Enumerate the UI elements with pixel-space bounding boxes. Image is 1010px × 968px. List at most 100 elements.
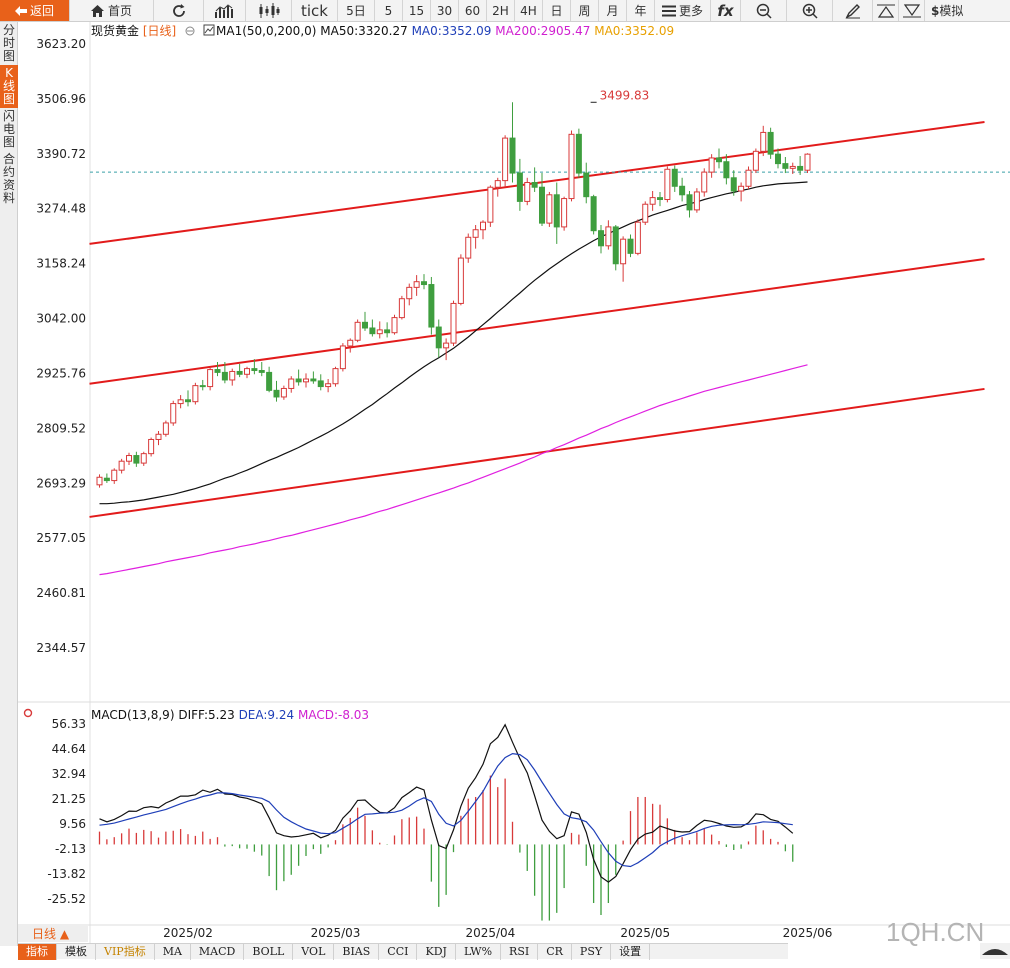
candle-body-up <box>443 342 450 349</box>
candle-body-up <box>288 378 295 389</box>
candle-body-down <box>317 380 324 388</box>
candle-body-down <box>590 196 597 232</box>
macd-diff-line <box>99 723 794 883</box>
candle-body-up <box>634 221 641 254</box>
price-tick-label: 3506.96 <box>36 92 86 106</box>
candle-body-down <box>598 230 604 247</box>
candle-body-up <box>745 169 752 187</box>
period-day-button[interactable]: 日 <box>543 0 571 21</box>
candle-body-up <box>649 197 656 205</box>
candle-body-down <box>730 177 737 192</box>
macd-tick-label: 21.25 <box>52 792 86 806</box>
macd-legend-part: DEA:9.24 <box>239 708 298 722</box>
simulate-button[interactable]: $ 模拟 <box>925 0 965 21</box>
home-button[interactable]: 首页 <box>70 0 154 21</box>
candle-body-down <box>310 378 317 382</box>
candle-body-up <box>140 453 147 464</box>
period-4h-button[interactable]: 4H <box>515 0 543 21</box>
shift-up-button[interactable] <box>873 0 899 21</box>
left-tab-2[interactable]: 闪电图 <box>2 109 15 149</box>
indicator-tabs: 指标 模板 VIP指标 MA MACD BOLL VOL BIAS CCI KDJ LW% RSI CR… <box>18 943 788 960</box>
candle-body-down <box>679 185 686 196</box>
period-5m-button[interactable]: 5 <box>375 0 403 21</box>
left-tab-0[interactable]: 分时图 <box>2 23 15 63</box>
indicator-tab-bias-7[interactable]: BIAS <box>334 943 380 960</box>
period-15m-button[interactable]: 15 <box>403 0 431 21</box>
menu-icon <box>661 5 676 16</box>
period-60m-button[interactable]: 60 <box>459 0 487 21</box>
zoom-out-button[interactable] <box>741 0 787 21</box>
ktype-button[interactable]: 日线 ▲ <box>32 927 70 941</box>
legend-toggle-icon <box>185 26 195 36</box>
candle-body-down <box>575 133 582 174</box>
draw-line-button[interactable] <box>833 0 873 21</box>
kline-chart[interactable]: 3623.20 3506.96 3390.72 3274.48 3158.24 3042.… <box>18 22 1010 943</box>
legend-value: MA0:3352.09 <box>594 24 674 38</box>
period-year-button[interactable]: 年 <box>627 0 655 21</box>
candle-body-up <box>177 399 184 405</box>
indicator-tab--0[interactable]: 指标 <box>18 943 57 960</box>
candle-body-up <box>280 387 287 398</box>
refresh-button[interactable] <box>154 0 204 21</box>
macd-tick-label: 9.56 <box>59 817 86 831</box>
candle-body-up <box>738 185 745 192</box>
macd-legend-part: DIFF:5.23 <box>178 708 238 722</box>
back-button[interactable]: 返回 <box>0 0 70 21</box>
candle-body-down <box>295 378 302 383</box>
candle-body-up <box>568 133 575 200</box>
indicator-tab-ma-3[interactable]: MA <box>155 943 191 960</box>
shift-down-button[interactable] <box>899 0 925 21</box>
indicator-tab-kdj-9[interactable]: KDJ <box>417 943 456 960</box>
ma200-line <box>99 364 808 576</box>
period-30m-button[interactable]: 30 <box>431 0 459 21</box>
date-tick-label: 2025/06 <box>783 926 833 940</box>
indicator-tab--14[interactable]: 设置 <box>611 943 651 960</box>
indicator-settings-icon-line <box>204 26 214 34</box>
indicator-tab-boll-5[interactable]: BOLL <box>244 943 294 960</box>
candle-body-up <box>347 339 354 347</box>
candle-body-down <box>273 389 280 398</box>
price-tick-label: 3390.72 <box>36 147 86 161</box>
candle-body-down <box>258 370 265 373</box>
candle-body-down <box>531 182 538 188</box>
zoom-in-icon <box>802 3 818 19</box>
candle-chart-button[interactable] <box>246 0 292 21</box>
candle-body-up <box>170 403 177 424</box>
indicator-tab-rsi-11[interactable]: RSI <box>501 943 539 960</box>
price-tick-label: 2460.81 <box>36 586 86 600</box>
macd-tick-label: -13.82 <box>47 867 86 881</box>
indicator-tab-lw-10[interactable]: LW% <box>456 943 502 960</box>
indicator-tab-cci-8[interactable]: CCI <box>379 943 418 960</box>
candle-body-up <box>192 385 199 403</box>
channel-line <box>89 387 985 518</box>
indicator-tab-cr-12[interactable]: CR <box>538 943 572 960</box>
candle-body-down <box>797 165 804 171</box>
more-label: 更多 <box>678 4 703 18</box>
legend-value: MA0:3352.09 <box>412 24 496 38</box>
zoom-in-button[interactable] <box>787 0 833 21</box>
candle-body-up <box>605 226 612 247</box>
price-tick-label: 3158.24 <box>36 257 86 271</box>
candle-body-down <box>583 172 590 198</box>
period-5d-button[interactable]: 5日 <box>338 0 375 21</box>
indicator-tab-vol-6[interactable]: VOL <box>293 943 335 960</box>
candle-body-down <box>103 477 110 482</box>
legend-value: MA50:3320.27 <box>320 24 411 38</box>
formula-button[interactable]: fx <box>711 0 741 21</box>
left-tab-3[interactable]: 合约资料 <box>2 152 15 205</box>
ktype-button-bg[interactable] <box>18 926 88 942</box>
main-legend-values: MA1(50,0,200,0) MA50:3320.27 MA0:3352.09… <box>216 24 674 38</box>
tick-button[interactable]: tick <box>292 0 338 21</box>
indicator-tab-macd-4[interactable]: MACD <box>191 943 245 960</box>
indicator-tab-psy-13[interactable]: PSY <box>572 943 612 960</box>
period-2h-button[interactable]: 2H <box>487 0 515 21</box>
period-week-button[interactable]: 周 <box>571 0 599 21</box>
more-button[interactable]: 更多 <box>655 0 711 21</box>
triangle-up-icon <box>876 4 895 18</box>
candle-body-up <box>332 368 339 385</box>
kline-chart-button[interactable] <box>204 0 246 21</box>
indicator-tab--1[interactable]: 模板 <box>57 943 96 960</box>
period-month-button[interactable]: 月 <box>599 0 627 21</box>
indicator-tab-vip-2[interactable]: VIP指标 <box>96 943 155 960</box>
